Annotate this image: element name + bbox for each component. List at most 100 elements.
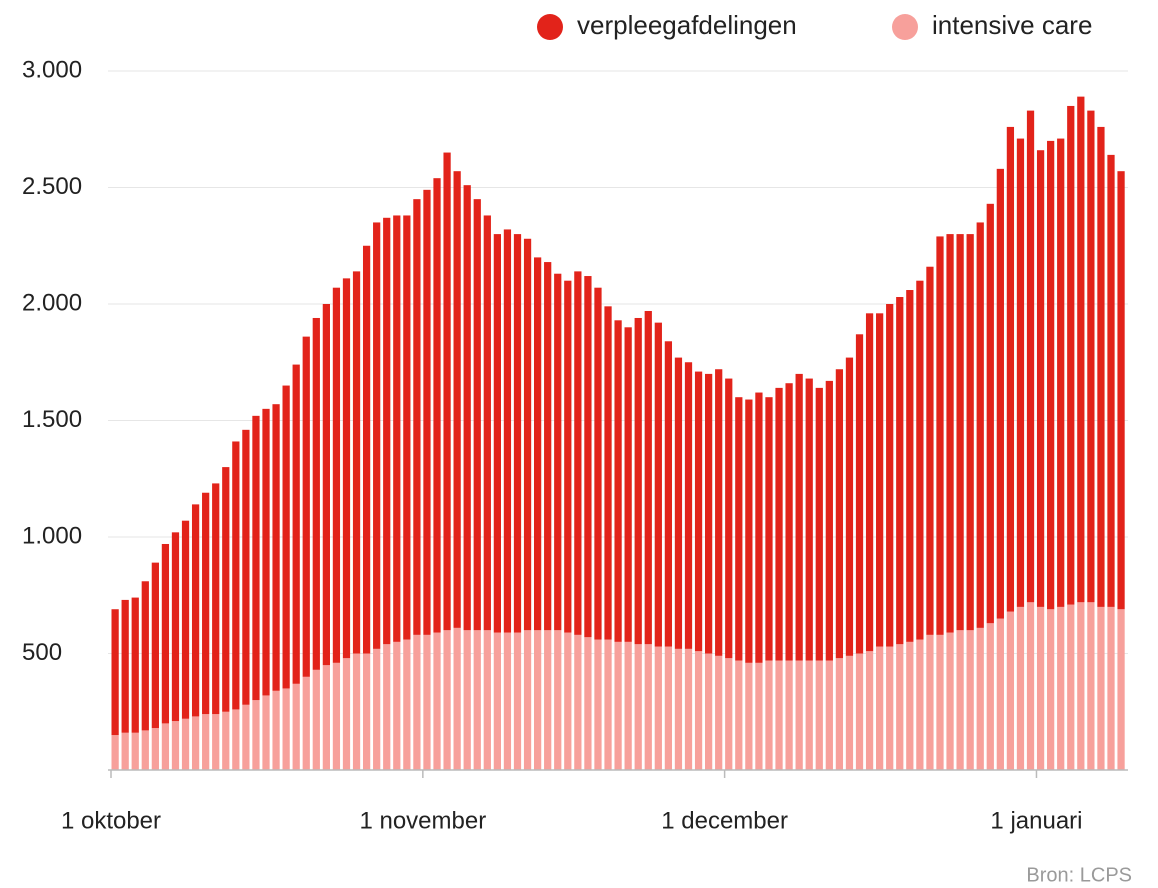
bar-segment bbox=[624, 327, 632, 642]
bar-segment bbox=[936, 236, 944, 635]
bar-segment bbox=[131, 597, 139, 733]
bar-segment bbox=[242, 429, 250, 705]
bar-segment bbox=[805, 378, 813, 661]
bar-segment bbox=[131, 732, 139, 770]
bar-segment bbox=[604, 639, 612, 770]
bar-segment bbox=[332, 662, 341, 770]
bar-segment bbox=[161, 723, 170, 770]
bar-segment bbox=[876, 646, 884, 770]
bar-segment bbox=[795, 373, 803, 661]
bar-segment bbox=[393, 641, 401, 770]
bar-segment bbox=[584, 276, 592, 638]
bar-segment bbox=[423, 189, 431, 635]
legend-label: intensive care bbox=[932, 10, 1092, 40]
bar-segment bbox=[544, 262, 552, 631]
bar-segment bbox=[453, 171, 461, 628]
bar-segment bbox=[544, 630, 552, 770]
bar-segment bbox=[1117, 609, 1125, 770]
bar-segment bbox=[674, 357, 683, 649]
bar-segment bbox=[171, 721, 180, 770]
bar-segment bbox=[976, 627, 984, 770]
bar-segment bbox=[433, 178, 441, 633]
bar-segment bbox=[171, 532, 180, 722]
bar-segment bbox=[1016, 606, 1025, 770]
bar-segment bbox=[644, 310, 652, 645]
bar-segment bbox=[735, 397, 743, 661]
bar-segment bbox=[1036, 606, 1045, 770]
bar-segment bbox=[513, 632, 522, 770]
bar-segment bbox=[1077, 602, 1085, 770]
bar-segment bbox=[443, 152, 451, 631]
bar-segment bbox=[654, 322, 662, 647]
bar-segment bbox=[694, 371, 703, 652]
bar-segment bbox=[1026, 602, 1035, 770]
y-tick-label: 500 bbox=[22, 639, 62, 666]
bar-segment bbox=[966, 234, 974, 631]
bar-segment bbox=[473, 630, 481, 770]
bar-segment bbox=[936, 634, 944, 770]
y-tick-label: 2.000 bbox=[22, 289, 82, 316]
bar-segment bbox=[352, 271, 361, 654]
bar-segment bbox=[503, 229, 512, 633]
bar-segment bbox=[815, 660, 823, 770]
bar-segment bbox=[362, 245, 371, 654]
bar-segment bbox=[161, 543, 170, 724]
bar-segment bbox=[212, 714, 220, 770]
bar-segment bbox=[272, 690, 280, 770]
bar-segment bbox=[332, 287, 341, 663]
bar-segment bbox=[835, 658, 844, 770]
bar-segment bbox=[906, 290, 914, 642]
bar-segment bbox=[825, 380, 833, 661]
y-tick-label: 1.000 bbox=[22, 522, 82, 549]
bar-segment bbox=[383, 644, 391, 770]
bar-segment bbox=[865, 651, 874, 770]
bar-segment bbox=[312, 317, 320, 670]
bar-segment bbox=[876, 313, 884, 647]
bar-segment bbox=[604, 306, 612, 640]
bar-segment bbox=[815, 387, 823, 661]
bar-segment bbox=[1067, 105, 1075, 605]
bar-segment bbox=[956, 234, 964, 631]
bar-segment bbox=[403, 639, 411, 770]
bar-segment bbox=[423, 634, 431, 770]
bar-segment bbox=[624, 641, 632, 770]
bar-segment bbox=[765, 660, 773, 770]
bar-segment bbox=[191, 716, 200, 770]
bar-segment bbox=[805, 660, 813, 770]
bar-segment bbox=[966, 630, 974, 770]
bar-segment bbox=[1016, 138, 1025, 607]
bar-segment bbox=[242, 704, 250, 770]
bar-segment bbox=[554, 273, 562, 631]
bar-segment bbox=[745, 662, 753, 770]
y-tick-label: 3.000 bbox=[22, 56, 82, 83]
bar-segment bbox=[121, 732, 129, 770]
source: Bron: LCPS bbox=[1026, 864, 1132, 886]
bar-segment bbox=[1097, 606, 1105, 770]
bar-segment bbox=[855, 653, 864, 770]
bar-segment bbox=[775, 660, 783, 770]
bar-segment bbox=[785, 383, 793, 661]
bar-segment bbox=[362, 653, 371, 770]
bar-segment bbox=[725, 378, 733, 659]
bar-segment bbox=[674, 648, 683, 770]
bar-segment bbox=[946, 632, 954, 770]
bar-segment bbox=[191, 504, 200, 717]
bar-segment bbox=[1107, 606, 1115, 770]
bar-segment bbox=[996, 168, 1004, 619]
bar-segment bbox=[865, 313, 874, 652]
bar-segment bbox=[181, 520, 190, 719]
bar-segment bbox=[121, 599, 129, 733]
bar-segment bbox=[684, 648, 693, 770]
bar-segment bbox=[493, 632, 502, 770]
bar-segment bbox=[503, 632, 512, 770]
bar-segment bbox=[694, 651, 703, 770]
bar-segment bbox=[916, 280, 924, 640]
bar-segment bbox=[232, 709, 240, 770]
bar-segment bbox=[835, 369, 844, 659]
y-tick-label: 1.500 bbox=[22, 406, 82, 433]
bar-segment bbox=[916, 639, 924, 770]
bar-segment bbox=[292, 683, 300, 770]
bar-segment bbox=[393, 215, 401, 642]
bar-segment bbox=[896, 644, 904, 770]
x-tick-label: 1 januari bbox=[990, 807, 1082, 834]
